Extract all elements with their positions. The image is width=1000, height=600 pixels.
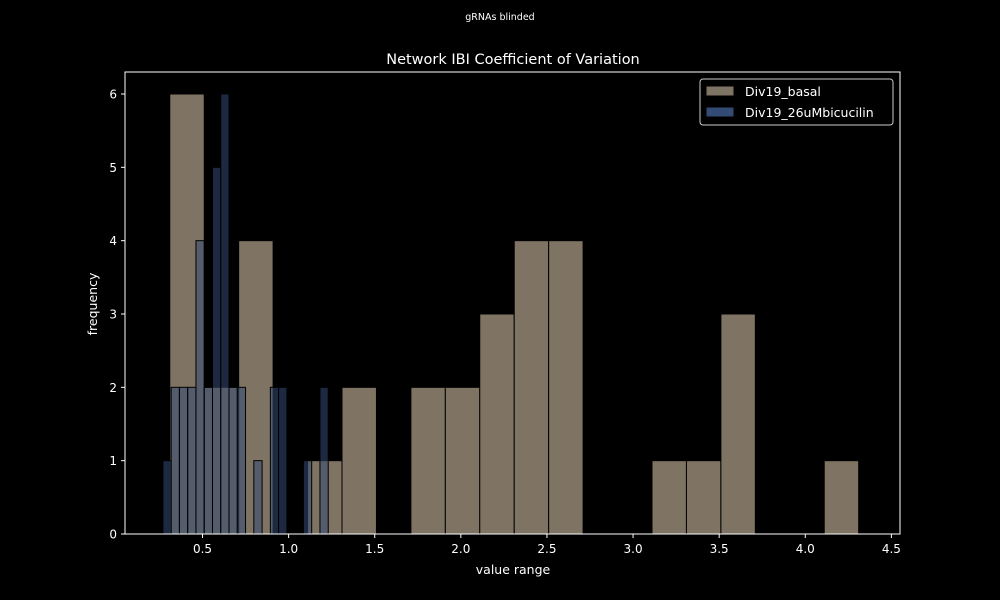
bar-basal-9 [479, 313, 515, 535]
bar-bicucilin-14 [278, 386, 288, 535]
bar-bicucilin-17 [302, 460, 313, 535]
bar-basal-10 [513, 240, 550, 535]
figure-suptitle: gRNAs blinded [465, 12, 534, 23]
bar-basal-15 [685, 460, 722, 535]
bar-bicucilin-1 [170, 386, 180, 535]
bar-basal-8 [444, 386, 481, 535]
bar-bicucilin-19 [319, 386, 329, 535]
legend-swatch-bicucilin [705, 106, 735, 118]
x-tick-label-0: 0.5 [193, 542, 212, 556]
legend: Div19_basal Div19_26uMbicucilin [699, 78, 894, 126]
y-tick-label-0: 0 [109, 528, 117, 542]
legend-box [699, 78, 894, 126]
bar-basal-5 [341, 386, 377, 535]
bar-basal-14 [651, 460, 687, 535]
x-tick-label-2: 1.5 [365, 542, 384, 556]
x-tick-label-4: 2.5 [537, 542, 556, 556]
bar-bicucilin-13 [269, 386, 280, 535]
bar-bicucilin-6 [211, 166, 222, 535]
bar-bicucilin-8 [228, 386, 238, 535]
bar-basal-11 [548, 240, 584, 535]
y-axis-label: frequency [85, 272, 100, 335]
x-tick-label-8: 4.5 [882, 542, 901, 556]
y-tick-label-4: 4 [109, 234, 117, 248]
legend-label-bicucilin: Div19_26uMbicucilin [745, 105, 874, 120]
x-axis-label: value range [476, 562, 551, 577]
legend-swatch-basal [705, 85, 735, 97]
bar-basal-19 [823, 460, 860, 535]
bar-bicucilin-11 [253, 460, 263, 535]
x-tick-label-7: 4.0 [796, 542, 815, 556]
y-tick-label-1: 1 [109, 454, 117, 468]
plot-frame [124, 71, 901, 535]
y-tick-label-2: 2 [109, 381, 117, 395]
y-tick-label-6: 6 [109, 88, 117, 102]
bar-basal-16 [720, 313, 756, 535]
y-tick-label-5: 5 [109, 161, 117, 175]
bar-bicucilin-4 [195, 240, 205, 535]
x-axis-ticks: 0.5 1.0 1.5 2.0 2.5 3.0 3.5 4.0 4.5 [193, 534, 901, 556]
bar-bicucilin-3 [187, 386, 197, 535]
x-tick-label-5: 3.0 [624, 542, 643, 556]
bar-bicucilin-0 [162, 460, 172, 535]
bar-bicucilin-2 [178, 386, 189, 535]
bar-bicucilin-5 [203, 386, 213, 535]
legend-label-basal: Div19_basal [745, 84, 821, 99]
x-tick-label-1: 1.0 [279, 542, 298, 556]
x-tick-label-6: 3.5 [710, 542, 729, 556]
x-tick-label-3: 2.0 [451, 542, 470, 556]
bar-bicucilin-7 [220, 93, 230, 535]
bar-bicucilin-9 [236, 386, 247, 535]
y-axis-ticks: 0 1 2 3 4 5 6 [109, 88, 125, 542]
chart-title: Network IBI Coefficient of Variation [386, 52, 640, 68]
bar-basal-7 [410, 386, 446, 535]
y-tick-label-3: 3 [109, 308, 117, 322]
